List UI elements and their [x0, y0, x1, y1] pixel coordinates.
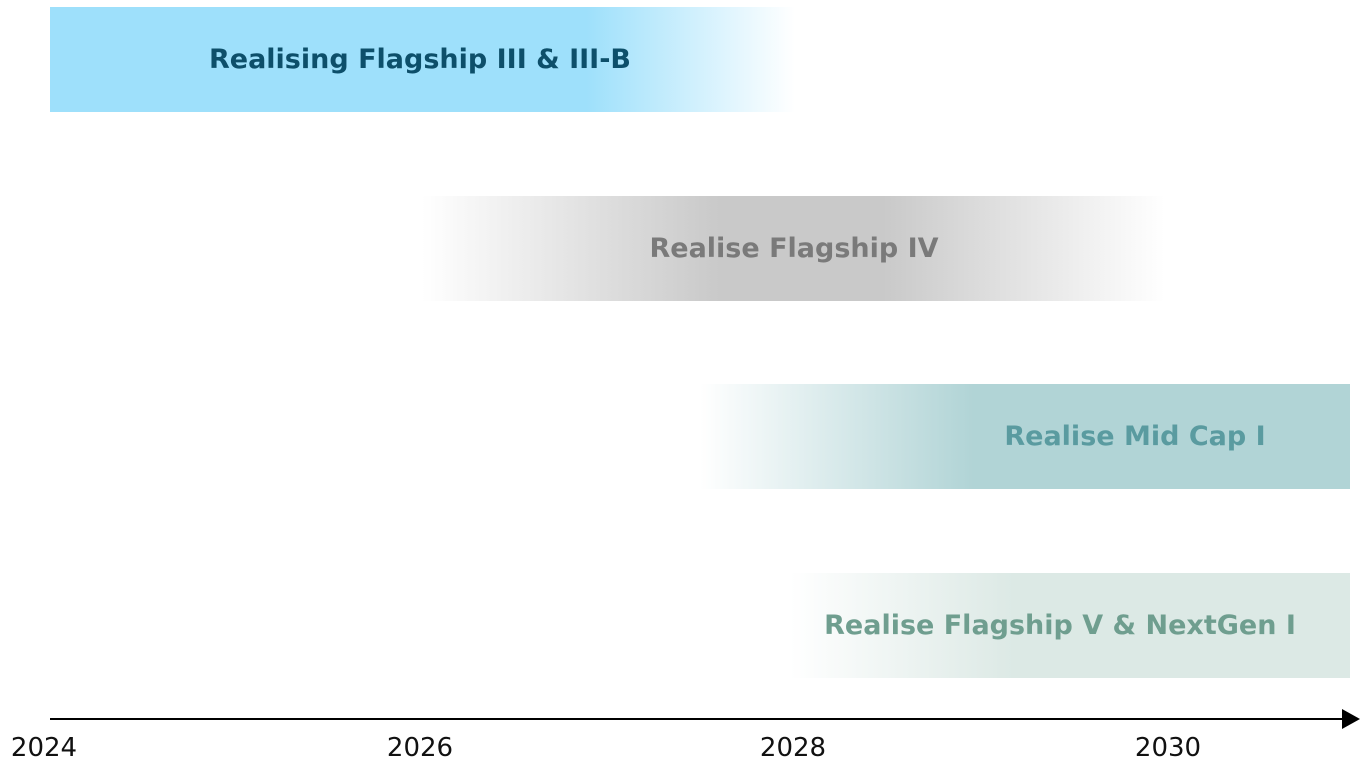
phase-bar: Realise Flagship IV [422, 196, 1165, 301]
year-label: 2028 [759, 733, 827, 763]
phase-bar: Realise Mid Cap I [700, 384, 1350, 489]
year-label: 2030 [1134, 733, 1202, 763]
phase-bar: Realising Flagship III & III-B [50, 7, 795, 112]
axis-arrow [1342, 709, 1360, 729]
phase-label: Realise Flagship IV [649, 233, 939, 264]
phase-label: Realising Flagship III & III-B [208, 44, 632, 75]
phase-label: Realise Mid Cap I [1004, 421, 1266, 452]
phase-bar: Realise Flagship V & NextGen I [790, 573, 1350, 678]
phase-label: Realise Flagship V & NextGen I [824, 610, 1296, 641]
year-label: 2026 [386, 733, 454, 763]
year-label: 2024 [10, 733, 78, 763]
